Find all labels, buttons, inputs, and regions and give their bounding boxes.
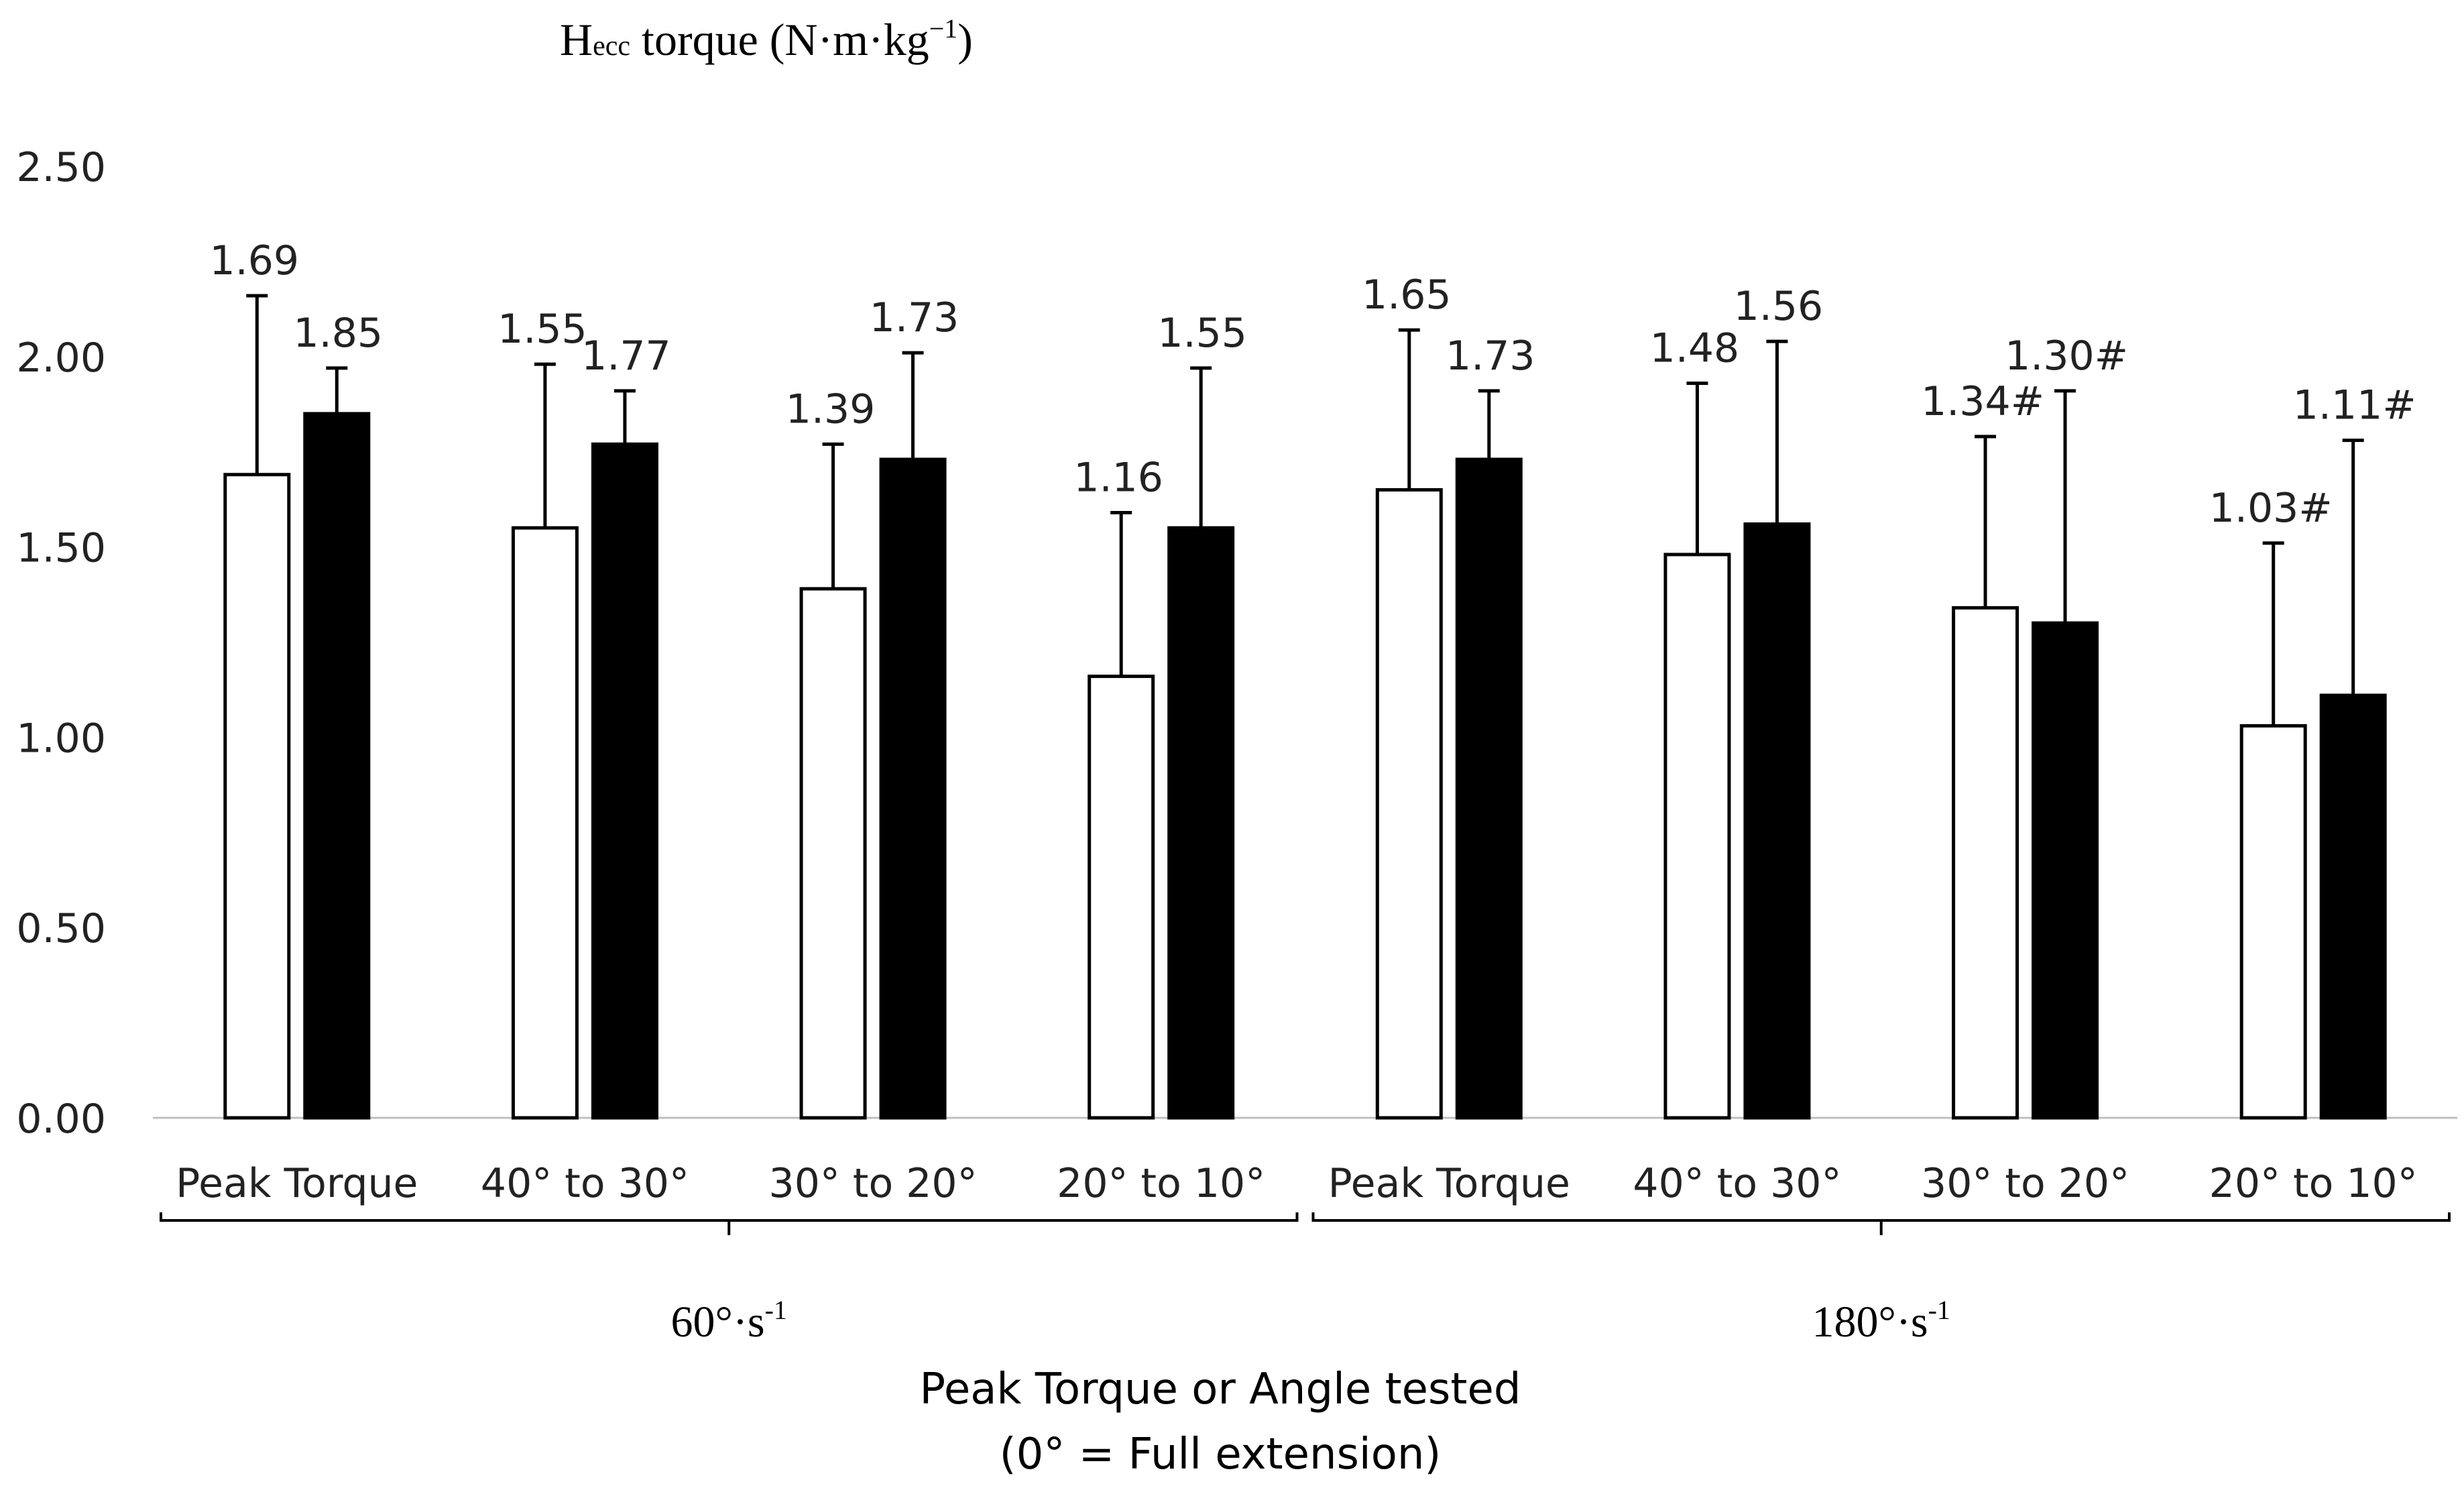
data-label: 1.55 (1157, 310, 1247, 357)
category-label: 40° to 30° (481, 1160, 689, 1207)
bar (2032, 621, 2099, 1120)
data-label: 1.39 (786, 386, 876, 433)
y-tick-label: 0.00 (16, 1096, 106, 1143)
data-label: 1.77 (581, 333, 671, 380)
x-axis: Peak Torque 40° to 30° 30° to 20° 20° to 10… (160, 1160, 2451, 1346)
data-label: 1.55 (497, 306, 587, 353)
bar (1663, 553, 1731, 1120)
bar (799, 587, 867, 1120)
bar (2319, 693, 2387, 1120)
data-label: 1.16 (1073, 455, 1163, 502)
y-tick-label: 2.50 (16, 144, 106, 191)
category-label: Peak Torque (176, 1160, 418, 1207)
bar (223, 473, 291, 1120)
data-label: 1.34# (1921, 378, 2044, 425)
bar (1743, 522, 1811, 1120)
category-label: Peak Torque (1328, 1160, 1570, 1207)
data-label: 1.69 (210, 237, 300, 284)
bar (1088, 675, 1155, 1120)
category-label: 40° to 30° (1633, 1160, 1841, 1207)
group-label-text: 60°·s (671, 1298, 765, 1346)
category-label: 30° to 20° (1921, 1160, 2129, 1207)
y-tick-label: 1.50 (16, 525, 106, 572)
y-tick-label: 1.00 (16, 715, 106, 762)
data-label: 1.65 (1362, 272, 1452, 319)
data-label: 1.73 (870, 294, 959, 341)
data-label: 1.85 (294, 310, 384, 357)
bars: 1.691.85 1.551.771.391.731.161.551.651.73… (210, 237, 2416, 1120)
bar (1375, 488, 1443, 1120)
group-bracket (160, 1212, 1299, 1222)
group-label: 180°·s-1 (1812, 1295, 1950, 1346)
bar (591, 442, 658, 1120)
data-label: 1.11# (2293, 382, 2416, 429)
group-label-sup: -1 (1928, 1295, 1950, 1325)
data-label: 1.48 (1650, 325, 1740, 372)
x-axis-label-line1: Peak Torque or Angle tested (920, 1365, 1521, 1414)
bar (2239, 724, 2307, 1120)
bar (1952, 606, 2019, 1120)
y-tick-label: 0.50 (16, 905, 106, 952)
bar (879, 457, 947, 1120)
data-label: 1.03# (2209, 485, 2333, 532)
category-label: 30° to 20° (769, 1160, 978, 1207)
category-label: 20° to 10° (2209, 1160, 2418, 1207)
x-axis-label-line2: (0° = Full extension) (1000, 1430, 1442, 1479)
data-label: 1.73 (1446, 333, 1535, 380)
data-label: 1.56 (1734, 283, 1824, 330)
bar (1455, 457, 1523, 1120)
group-label-text: 180°·s (1812, 1298, 1928, 1346)
group-bracket (1311, 1212, 2451, 1222)
data-label: 1.30# (2005, 333, 2128, 380)
bar (511, 526, 579, 1120)
category-label: 20° to 10° (1057, 1160, 1265, 1207)
group-label-sup: -1 (765, 1295, 787, 1325)
group-label: 60°·s-1 (671, 1295, 787, 1346)
bar (303, 412, 371, 1120)
chart-title: Hecc torque (N·m·kg−1) (560, 13, 973, 65)
y-tick-label: 2.00 (16, 335, 106, 382)
bar (1167, 526, 1235, 1120)
